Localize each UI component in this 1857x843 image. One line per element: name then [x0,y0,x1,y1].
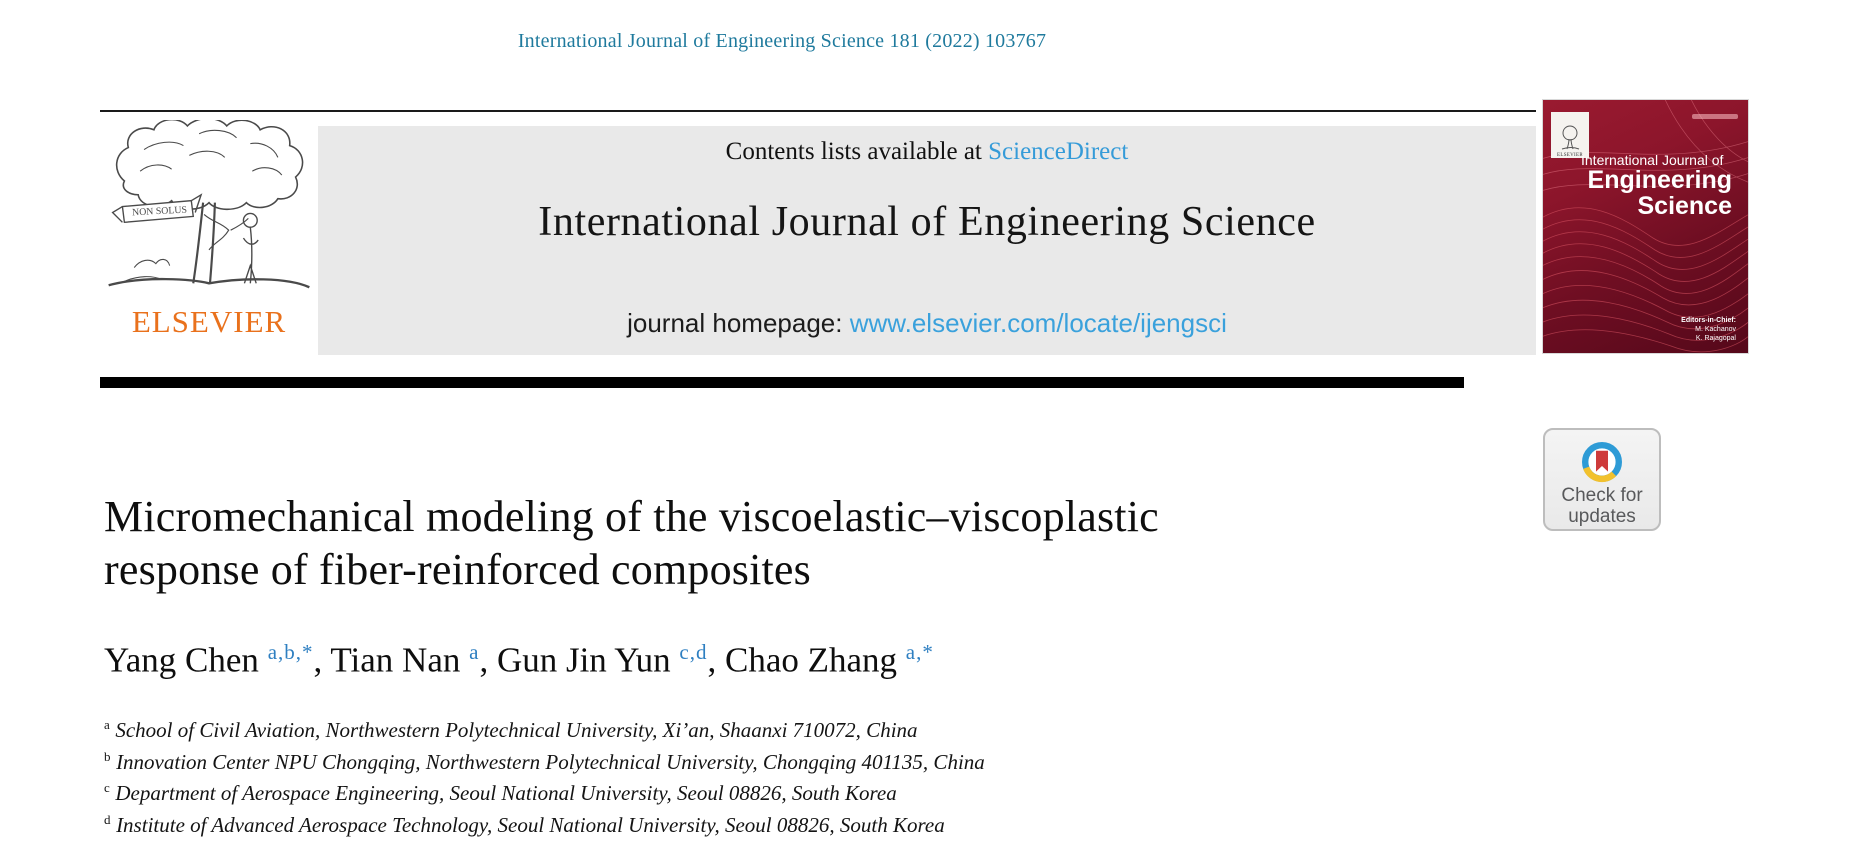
author-list: Yang Chen a,b,*, Tian Nan a, Gun Jin Yun… [104,640,1444,681]
author-name: Yang Chen [104,640,259,680]
elsevier-logo: NON SOLUS ELSEVIER [103,118,315,340]
cover-title-line2: Engineering [1587,166,1732,194]
author-affil-sup: a [469,640,480,664]
author-separator: , [313,640,331,680]
crossmark-icon [1582,442,1622,483]
affiliation-item: c Department of Aerospace Engineering, S… [104,775,1464,807]
author-affil-sup: c,d [679,640,708,664]
contents-prefix: Contents lists available at [725,138,989,165]
journal-title: International Journal of Engineering Sci… [538,199,1316,245]
affiliation-sup: d [104,812,111,828]
author-affil-sup: a,b,* [267,640,314,664]
homepage-url-link[interactable]: www.elsevier.com/locate/ijengsci [849,308,1227,338]
affiliation-list: a School of Civil Aviation, Northwestern… [104,712,1464,839]
affiliation-text: School of Civil Aviation, Northwestern P… [115,718,918,742]
affiliation-sup: c [104,780,111,796]
header-thick-bar [100,377,1464,388]
author-name: Gun Jin Yun [496,640,671,680]
contents-line: Contents lists available at ScienceDirec… [318,138,1536,166]
sciencedirect-link[interactable]: ScienceDirect [988,138,1129,165]
journal-cover-thumbnail[interactable]: ELSEVIER International Journal of Engine… [1543,100,1748,353]
check-for-updates-label: Check for updates [1561,485,1643,527]
cover-title-line1: International Journal of [1581,152,1724,168]
affiliation-text: Department of Aerospace Engineering, Seo… [115,781,897,806]
article-title: Micromechanical modeling of the viscoela… [104,490,1444,596]
cover-publisher-label: ELSEVIER [1556,153,1583,158]
cover-issn-text [1692,114,1738,119]
cover-contour-art [1543,100,1748,353]
article-title-line2: response of fiber-reinforced composites [104,545,811,594]
header-rule [100,110,1536,112]
affiliation-item: b Innovation Center NPU Chongqing, North… [104,744,1464,776]
elsevier-tree-icon: NON SOLUS [108,120,310,289]
author-separator: , [479,640,497,680]
cover-editor-2: K. Rajagopal [1695,335,1736,342]
affiliation-sup: a [104,717,111,732]
cover-elsevier-tree-icon [1561,125,1580,150]
author-affil-sup: a,* [905,640,934,664]
journal-banner: Contents lists available at ScienceDirec… [318,126,1536,355]
cover-elsevier-box: ELSEVIER [1551,112,1589,158]
affiliation-item: d Institute of Advanced Aerospace Techno… [104,807,1464,839]
cover-editors-label: Editors-in-Chief: [1681,317,1736,324]
author-name: Tian Nan [330,640,461,680]
affiliation-item: a School of Civil Aviation, Northwestern… [104,712,1464,744]
homepage-line: journal homepage: www.elsevier.com/locat… [318,308,1536,339]
check-for-updates-button[interactable]: Check for updates [1543,428,1661,531]
affiliation-text: Innovation Center NPU Chongqing, Northwe… [116,749,985,774]
elsevier-wordmark: ELSEVIER [131,304,287,339]
affiliation-text: Institute of Advanced Aerospace Technolo… [116,813,945,838]
affiliation-sup: b [104,748,111,764]
journal-citation-link[interactable]: International Journal of Engineering Sci… [517,30,1047,52]
cover-editor-1: M. Kachanov [1695,326,1736,333]
cover-editors: Editors-in-Chief: M. Kachanov K. Rajagop… [1681,316,1736,343]
homepage-prefix: journal homepage: [627,308,850,338]
article-title-line1: Micromechanical modeling of the viscoela… [104,492,1159,541]
author-separator: , [707,640,725,680]
tree-motto-text: NON SOLUS [132,205,187,219]
author-name: Chao Zhang [724,640,898,680]
cover-title-line3: Science [1637,192,1732,220]
